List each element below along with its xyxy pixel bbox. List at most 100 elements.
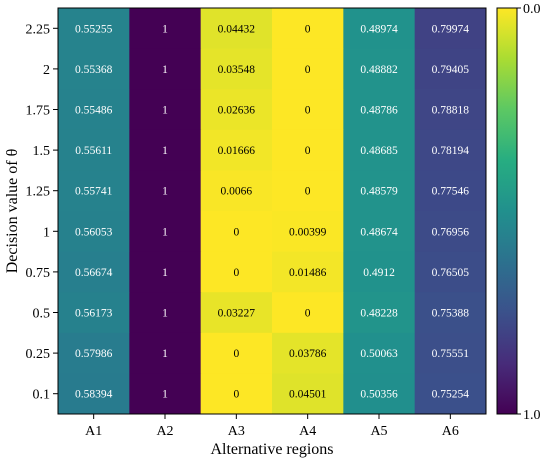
heatmap-cell [58, 332, 130, 374]
colorbar-min-label: 0.0 [523, 2, 541, 17]
cell-value-label: 0.58394 [75, 389, 113, 401]
heatmap-cell [58, 89, 130, 131]
cell-value-label: 0.02636 [218, 105, 256, 117]
heatmap-cell [414, 129, 487, 171]
heatmap-cell [58, 48, 130, 90]
cell-value-label: 0.76956 [432, 226, 470, 238]
heatmap-cell [414, 48, 487, 90]
heatmap-cell [343, 332, 416, 374]
heatmap-cell [414, 373, 487, 415]
x-tick-label: A2 [156, 424, 173, 439]
heatmap-cell [200, 8, 273, 50]
cell-value-label: 0 [305, 308, 311, 320]
heatmap-cell [414, 211, 487, 253]
cell-value-label: 0.01486 [289, 267, 327, 279]
cell-value-label: 0.75551 [432, 348, 470, 360]
cell-value-label: 0.79405 [432, 64, 470, 76]
heatmap-cell [343, 129, 416, 171]
heatmap-cell [343, 170, 416, 212]
cell-value-label: 0.48786 [360, 105, 398, 117]
heatmap-cell [414, 8, 487, 50]
y-tick-label: 0.75 [26, 266, 51, 281]
cell-value-label: 1 [162, 186, 168, 198]
cell-value-label: 0.50063 [360, 348, 398, 360]
heatmap-cell [414, 251, 487, 293]
heatmap-cells [58, 8, 487, 415]
heatmap-cell [414, 170, 487, 212]
heatmap-cell [343, 48, 416, 90]
y-axis-ticks: 2.25 2 1.75 1.5 1.25 1 0.75 0.5 0.25 0.1 [26, 22, 58, 403]
heatmap-cell [58, 129, 130, 171]
cell-value-label: 0 [305, 64, 311, 76]
cell-value-label: 0.03786 [289, 348, 327, 360]
cell-value-label: 0.55368 [75, 64, 113, 76]
heatmap-cell [200, 129, 273, 171]
cell-value-label: 0.48882 [360, 64, 398, 76]
cell-value-label: 0.55741 [75, 186, 113, 198]
x-axis-ticks: A1 A2 A3 A4 A5 A6 [85, 414, 459, 439]
heatmap-cell [272, 129, 344, 171]
heatmap-cell [129, 373, 202, 415]
cell-value-label: 0 [233, 348, 239, 360]
x-tick-label: A3 [228, 424, 245, 439]
cell-value-label: 1 [162, 23, 168, 35]
cell-value-label: 0 [305, 105, 311, 117]
cell-value-label: 0.50356 [360, 389, 398, 401]
cell-value-label: 0.78194 [432, 145, 470, 157]
cell-value-label: 0.75388 [432, 308, 470, 320]
heatmap-cell [58, 251, 130, 293]
y-tick-label: 0.1 [33, 388, 51, 403]
cell-value-label: 0.75254 [432, 389, 470, 401]
heatmap-cell [200, 89, 273, 131]
cell-value-label: 0.56674 [75, 267, 113, 279]
heatmap-cell [129, 48, 202, 90]
heatmap-cell [414, 292, 487, 334]
cell-value-label: 0 [305, 23, 311, 35]
heatmap-cell [200, 48, 273, 90]
cell-value-label: 1 [162, 226, 168, 238]
cell-value-label: 1 [162, 348, 168, 360]
cell-value-label: 0 [233, 267, 239, 279]
y-tick-label: 2 [43, 63, 50, 78]
cell-value-label: 0.55486 [75, 105, 113, 117]
y-axis-label: Decision value of θ [4, 149, 21, 274]
cell-value-label: 0.56173 [75, 308, 113, 320]
cell-value-label: 1 [162, 105, 168, 117]
cell-value-label: 0.76505 [432, 267, 470, 279]
heatmap-cell [272, 332, 344, 374]
heatmap-cell [129, 170, 202, 212]
plot-frame [57, 7, 487, 415]
heatmap-cell [343, 211, 416, 253]
x-tick-label: A1 [85, 424, 102, 439]
heatmap-cell [129, 8, 202, 50]
cell-value-label: 0 [305, 145, 311, 157]
cell-value-label: 0.48974 [360, 23, 398, 35]
heatmap-cell [272, 48, 344, 90]
heatmap-cell [343, 373, 416, 415]
heatmap-cell [343, 89, 416, 131]
heatmap-cell [200, 251, 273, 293]
heatmap-cell [58, 170, 130, 212]
heatmap-cell [58, 211, 130, 253]
heatmap-cell [272, 89, 344, 131]
heatmap-cell [58, 292, 130, 334]
cell-value-label: 0.48674 [360, 226, 398, 238]
cell-value-label: 0.56053 [75, 226, 113, 238]
colorbar-max-label: 1.0 [523, 408, 541, 423]
y-tick-label: 1.5 [33, 144, 51, 159]
heatmap-cell [414, 89, 487, 131]
cell-value-label: 0.79974 [432, 23, 470, 35]
heatmap-cell [129, 89, 202, 131]
cell-value-label: 1 [162, 145, 168, 157]
heatmap-cell [343, 8, 416, 50]
heatmap-cell [200, 292, 273, 334]
cell-value-label: 0 [305, 186, 311, 198]
cell-value-label: 0.55611 [75, 145, 112, 157]
y-tick-label: 0.5 [33, 307, 51, 322]
cell-value-label: 0.04501 [289, 389, 327, 401]
x-tick-label: A5 [370, 424, 387, 439]
y-tick-label: 1 [43, 225, 50, 240]
cell-value-label: 0.78818 [432, 105, 470, 117]
y-tick-label: 1.25 [26, 185, 51, 200]
x-tick-label: A6 [442, 424, 459, 439]
